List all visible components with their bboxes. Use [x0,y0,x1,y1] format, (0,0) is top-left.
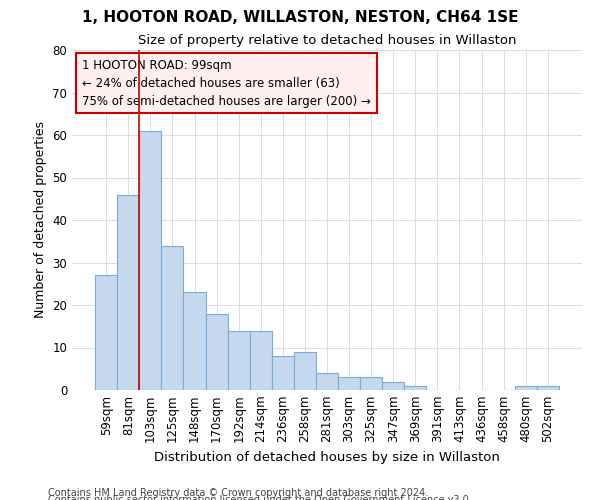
Text: Contains public sector information licensed under the Open Government Licence v3: Contains public sector information licen… [48,495,472,500]
X-axis label: Distribution of detached houses by size in Willaston: Distribution of detached houses by size … [154,451,500,464]
Bar [294,352,316,390]
Text: 1, HOOTON ROAD, WILLASTON, NESTON, CH64 1SE: 1, HOOTON ROAD, WILLASTON, NESTON, CH64 … [82,10,518,25]
Bar [184,292,206,390]
Bar [95,275,117,390]
Title: Size of property relative to detached houses in Willaston: Size of property relative to detached ho… [138,34,516,48]
Bar [161,246,184,390]
Text: Contains HM Land Registry data © Crown copyright and database right 2024.: Contains HM Land Registry data © Crown c… [48,488,428,498]
Bar [515,386,537,390]
Bar [382,382,404,390]
Bar [537,386,559,390]
Bar [139,130,161,390]
Bar [316,373,338,390]
Bar [206,314,227,390]
Text: 1 HOOTON ROAD: 99sqm
← 24% of detached houses are smaller (63)
75% of semi-detac: 1 HOOTON ROAD: 99sqm ← 24% of detached h… [82,58,371,108]
Bar [338,378,360,390]
Bar [404,386,427,390]
Bar [250,330,272,390]
Bar [272,356,294,390]
Bar [227,330,250,390]
Bar [360,378,382,390]
Y-axis label: Number of detached properties: Number of detached properties [34,122,47,318]
Bar [117,194,139,390]
